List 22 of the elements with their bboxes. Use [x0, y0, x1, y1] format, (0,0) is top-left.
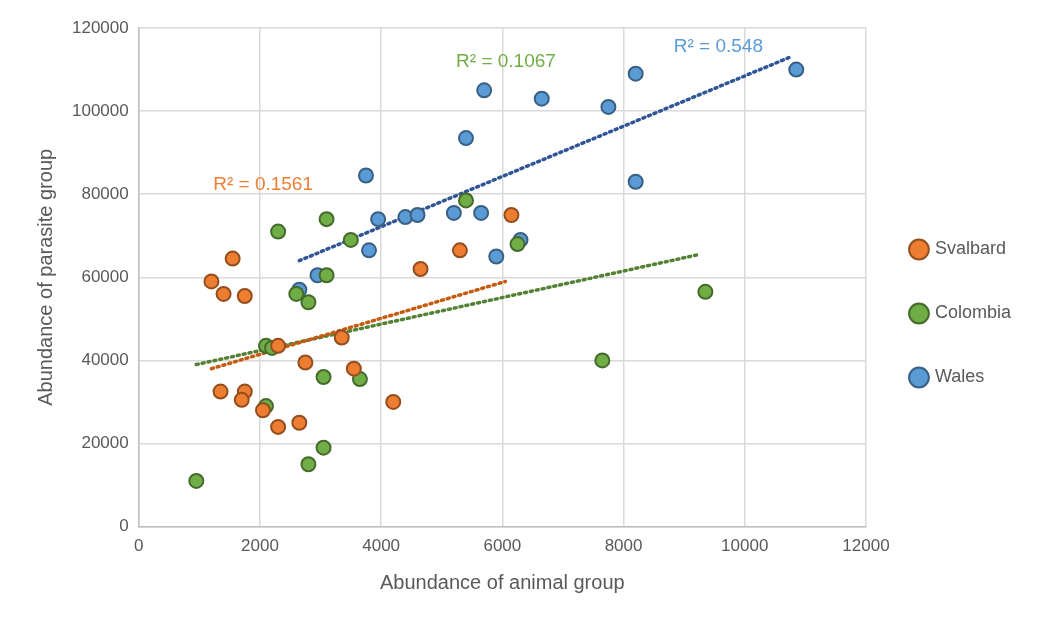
x-tick-label: 8000 [604, 536, 643, 556]
x-tick-label: 10000 [721, 536, 769, 556]
y-tick-label: 120000 [71, 17, 129, 37]
y-tick-label: 20000 [81, 433, 129, 453]
x-tick-label: 4000 [362, 536, 401, 556]
y-axis-title: Abundance of parasite group [33, 148, 56, 406]
legend-label: Wales [934, 366, 985, 387]
annotation: R² = 0.1561 [213, 172, 313, 194]
legend-label: Colombia [934, 302, 1012, 323]
x-tick-label: 0 [133, 536, 144, 556]
annotation: R² = 0.548 [673, 35, 763, 57]
annotation: R² = 0.1067 [456, 50, 556, 72]
y-tick-label: 80000 [81, 183, 129, 203]
x-axis-title: Abundance of animal group [380, 570, 625, 593]
y-tick-label: 60000 [81, 266, 129, 286]
y-tick-label: 40000 [81, 350, 129, 370]
x-tick-label: 6000 [483, 536, 522, 556]
legend-label: Svalbard [934, 238, 1007, 259]
y-tick-label: 100000 [71, 100, 129, 120]
y-tick-label: 0 [119, 516, 129, 536]
x-tick-label: 2000 [241, 536, 279, 556]
x-tick-label: 12000 [842, 536, 890, 556]
